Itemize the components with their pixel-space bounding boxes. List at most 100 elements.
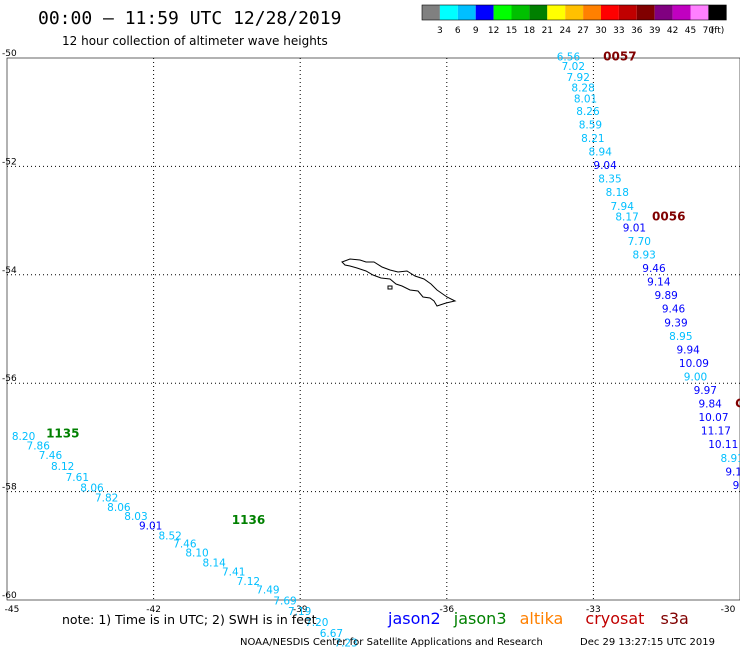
- colorbar-tick-label: 15: [506, 26, 517, 36]
- wave-height-points: 6.567.027.928.288.018.268.59 8.21 8.949.04…: [12, 52, 740, 650]
- colorbar-unit: (ft): [711, 26, 725, 36]
- satellite-name: altika: [520, 609, 564, 628]
- map-grid: [7, 58, 740, 600]
- footer-timestamp: Dec 29 13:27:15 UTC 2019: [580, 637, 715, 648]
- colorbar-tick-label: 18: [524, 26, 536, 36]
- colorbar-swatch: [475, 5, 494, 20]
- pass-time-label: 0056: [652, 210, 685, 224]
- axis-ticks: -45 -42 -39 -36 -33 -30 -50 -52 -54 -56 -58 -60: [2, 49, 736, 615]
- colorbar-tick-label: 30: [595, 26, 607, 36]
- wave-height-value: 9.94: [676, 344, 700, 356]
- x-tick-label: -45: [5, 605, 20, 615]
- colorbar-tick-label: 27: [577, 26, 588, 36]
- wave-height-value: 6.67: [320, 628, 343, 640]
- colorbar-swatch: [511, 5, 530, 20]
- footer-credit: NOAA/NESDIS Center for Satellite Applica…: [240, 637, 543, 648]
- colorbar-swatch: [636, 5, 655, 20]
- wave-height-value: 7.46: [173, 538, 197, 550]
- wave-height-value: 9.89: [654, 290, 677, 302]
- chart-title: 00:00 – 11:59 UTC 12/28/2019: [38, 8, 341, 29]
- wave-height-value: 9.1: [725, 466, 740, 478]
- wave-height-value: 8.26: [576, 106, 600, 118]
- colorbar-tick-label: 6: [455, 26, 461, 36]
- wave-height-value: 8.06: [80, 483, 104, 495]
- colorbar-swatch: [457, 5, 476, 20]
- wave-height-value: 8.03: [124, 511, 147, 523]
- wave-height-value: 10.11: [708, 439, 738, 451]
- wave-height-value: 8.17: [615, 212, 638, 224]
- x-tick-label: -39: [293, 605, 308, 615]
- wave-height-value: 9.14: [647, 277, 671, 289]
- wave-height-value: 9.04: [593, 160, 617, 172]
- pass-time-label: 1135: [46, 426, 79, 440]
- wave-height-value: 10.07: [698, 412, 728, 424]
- wave-height-value: 9.46: [662, 304, 686, 316]
- colorbar-tick-label: 21: [542, 26, 553, 36]
- wave-height-value: 7.49: [256, 584, 279, 596]
- y-tick-label: -52: [2, 157, 17, 167]
- colorbar-swatch: [547, 5, 566, 20]
- islet-coastline: [387, 285, 393, 290]
- x-tick-label: -30: [721, 605, 736, 615]
- wave-height-value: 9.01: [623, 222, 646, 234]
- wave-height-value: 9.97: [694, 385, 717, 397]
- wave-height-value: 7.86: [27, 440, 51, 452]
- wave-height-value: 8.91: [720, 453, 740, 465]
- pass-time-label: 0057: [603, 50, 636, 64]
- wave-height-value: 7.92: [567, 72, 590, 84]
- colorbar-outline: [421, 4, 727, 21]
- wave-height-value: 8.20: [12, 431, 35, 443]
- wave-height-value: 8.01: [574, 93, 597, 105]
- colorbar-tick-label: 24: [559, 26, 571, 36]
- colorbar-swatch: [601, 5, 619, 20]
- colorbar-swatch: [583, 5, 601, 20]
- wave-height-value: 7.69: [273, 595, 296, 607]
- satellite-name: s3a: [661, 609, 689, 628]
- wave-height-value: 7.02: [562, 61, 585, 73]
- y-tick-label: -60: [2, 591, 17, 601]
- wave-height-value: 9.00: [684, 371, 707, 383]
- wave-height-value: 10.09: [679, 358, 709, 370]
- wave-height-value: 7.94: [611, 201, 635, 213]
- wave-height-value: 7.61: [66, 472, 89, 484]
- pass-time-label: C: [735, 397, 740, 411]
- colorbar-swatch: [618, 5, 637, 20]
- wave-height-value: 8.35: [598, 174, 621, 186]
- wave-height-value: 7.23: [334, 638, 357, 650]
- colorbar-tick-label: 42: [667, 26, 678, 36]
- colorbar-swatch: [493, 5, 512, 20]
- colorbar-swatch: [690, 5, 709, 20]
- x-tick-label: -42: [146, 605, 161, 615]
- colorbar-swatch: [439, 5, 458, 20]
- satellite-legend: jason2 jason3 altika cryosat s3a: [387, 609, 689, 628]
- pass-time-label: 1136: [232, 513, 265, 527]
- wave-height-value: 6.56: [557, 52, 581, 64]
- wave-height-value: 8.18: [606, 187, 629, 199]
- y-tick-label: -54: [2, 266, 17, 276]
- south-georgia-island-coastline: [341, 258, 457, 307]
- wave-height-value: 7.19: [288, 606, 311, 618]
- wave-height-value: 8.28: [571, 83, 594, 95]
- colorbar-swatch: [654, 5, 673, 20]
- wave-height-value: 8.14: [202, 557, 226, 569]
- wave-height-value: 9.84: [698, 399, 722, 411]
- wave-height-value: 7.82: [95, 492, 118, 504]
- x-tick-label: -33: [586, 605, 601, 615]
- wave-height-value: 8.95: [669, 331, 692, 343]
- satellite-name: cryosat: [585, 609, 644, 628]
- wave-height-value: 7.46: [39, 450, 63, 462]
- satellite-name: jason3: [453, 609, 507, 628]
- colorbar-swatch: [708, 5, 727, 20]
- y-tick-label: -58: [2, 483, 17, 493]
- colorbar-legend: 3 6 9 12 15 18 21 24 27 30 33 36 39 42 45 70(ft): [421, 4, 727, 36]
- wave-height-value: 9.01: [139, 521, 162, 533]
- colorbar-tick-label: 33: [613, 26, 624, 36]
- colorbar-tick-label: 12: [488, 26, 499, 36]
- colorbar-tick-label: 9: [473, 26, 479, 36]
- wave-height-value: 8.10: [185, 548, 208, 560]
- wave-height-value: 8.12: [51, 461, 74, 473]
- chart-subtitle: 12 hour collection of altimeter wave hei…: [62, 34, 328, 48]
- wave-height-value: 7.12: [237, 576, 260, 588]
- wave-height-value: 9.: [733, 480, 740, 492]
